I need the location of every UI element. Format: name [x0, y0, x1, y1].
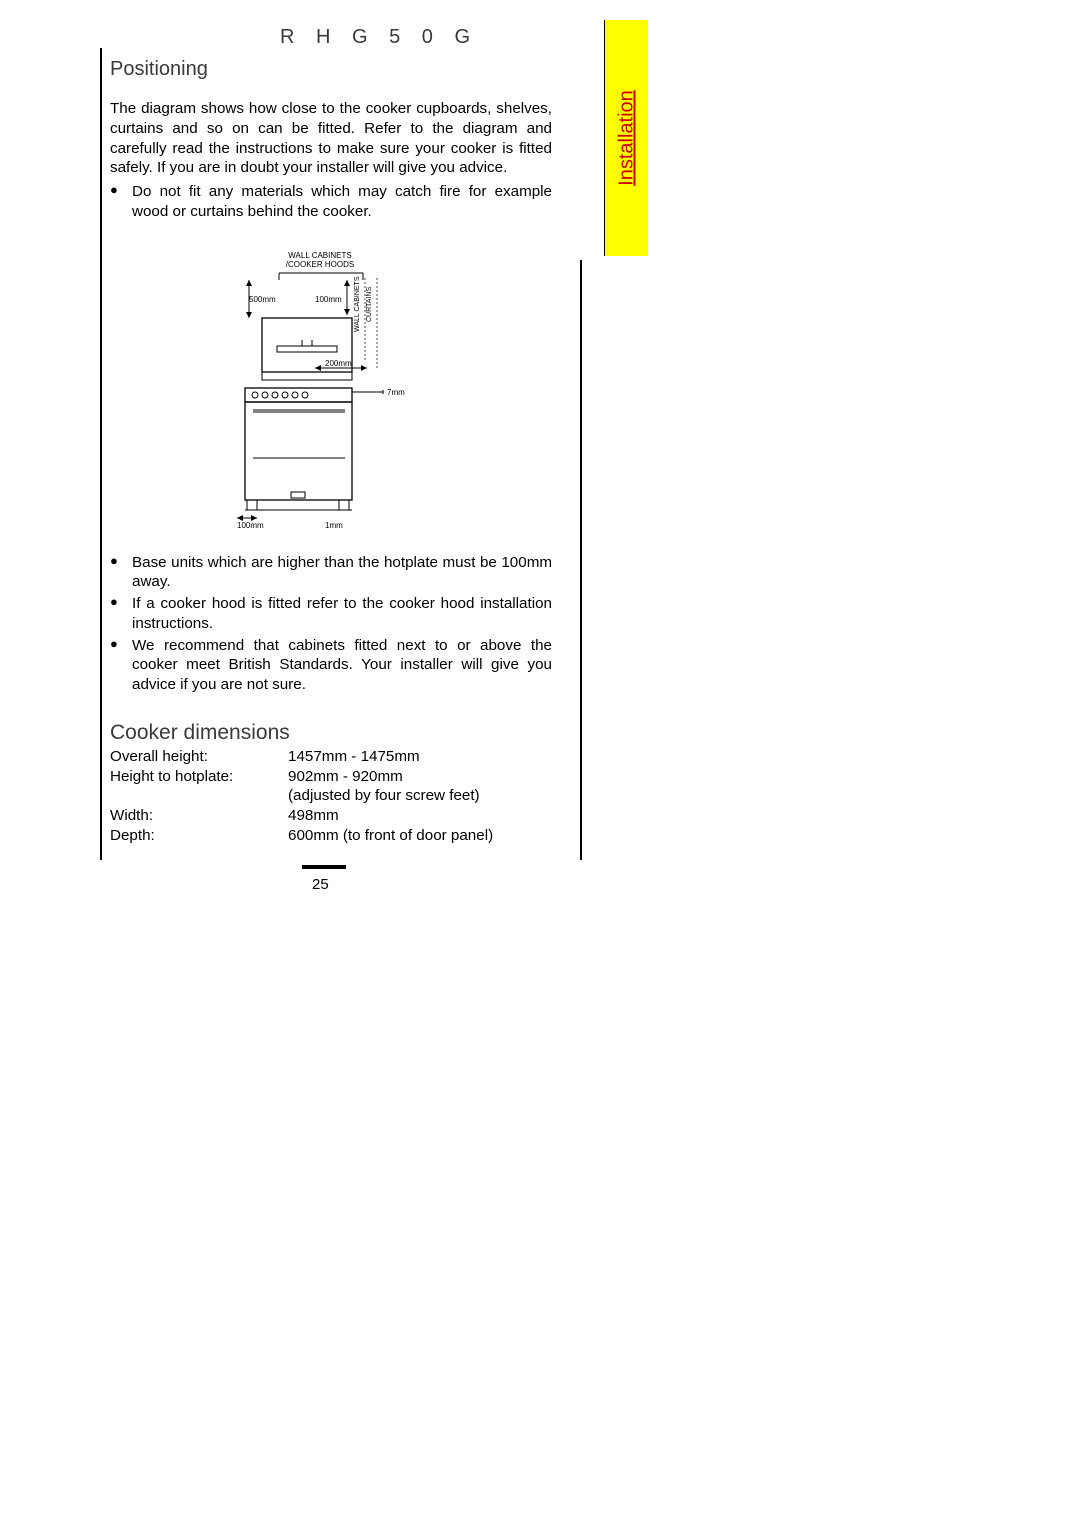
dim-value: 600mm (to front of door panel) [288, 826, 552, 846]
clearance-diagram: WALL CABINETS /COOKER HOODS 500mm 100mm … [102, 240, 552, 535]
table-row: Depth: 600mm (to front of door panel) [110, 826, 552, 846]
diagram-dim-100bottom: 100mm [237, 521, 264, 530]
diagram-dim-100top: 100mm [315, 295, 342, 304]
dim-value: 1457mm - 1475mm [288, 747, 552, 767]
list-item: We recommend that cabinets fitted next t… [110, 636, 552, 695]
table-row: (adjusted by four screw feet) [110, 786, 552, 806]
dim-label: Height to hotplate: [110, 767, 288, 787]
bullets-top: Do not fit any materials which may catch… [110, 182, 552, 222]
list-item: If a cooker hood is fitted refer to the … [110, 594, 552, 634]
table-row: Overall height: 1457mm - 1475mm [110, 747, 552, 767]
dim-value: 498mm [288, 806, 552, 826]
header-model: R H G 5 0 G [280, 26, 478, 49]
dim-label [110, 786, 288, 806]
table-row: Width: 498mm [110, 806, 552, 826]
table-row: Height to hotplate: 902mm - 920mm [110, 767, 552, 787]
dim-label: Depth: [110, 826, 288, 846]
dimensions-table: Overall height: 1457mm - 1475mm Height t… [110, 747, 552, 846]
right-border [580, 260, 582, 860]
dim-label: Width: [110, 806, 288, 826]
diagram-rot-curtains: CURTAINS [366, 286, 373, 321]
dim-value: 902mm - 920mm [288, 767, 552, 787]
diagram-label-top1: WALL CABINETS [288, 251, 351, 260]
dimensions-title: Cooker dimensions [110, 721, 552, 745]
list-item: Base units which are higher than the hot… [110, 553, 552, 593]
diagram-label-top2: /COOKER HOODS [286, 260, 354, 269]
dim-label: Overall height: [110, 747, 288, 767]
main-content: Positioning The diagram shows how close … [100, 48, 552, 860]
bullets-bottom: Base units which are higher than the hot… [110, 553, 552, 695]
diagram-dim-500: 500mm [249, 295, 276, 304]
diagram-dim-1: 1mm [325, 521, 343, 530]
list-item: Do not fit any materials which may catch… [110, 182, 552, 222]
section-tab: Installation [604, 20, 648, 256]
diagram-rot-wall: WALL CABINETS [354, 276, 361, 332]
section-tab-label: Installation [615, 90, 638, 186]
dim-value: (adjusted by four screw feet) [288, 786, 552, 806]
positioning-title: Positioning [110, 58, 552, 81]
page-num-bar [302, 865, 346, 869]
page-number: 25 [312, 876, 329, 893]
diagram-dim-200: 200mm [325, 359, 352, 368]
positioning-intro: The diagram shows how close to the cooke… [110, 99, 552, 178]
diagram-dim-7: 7mm [387, 388, 405, 397]
